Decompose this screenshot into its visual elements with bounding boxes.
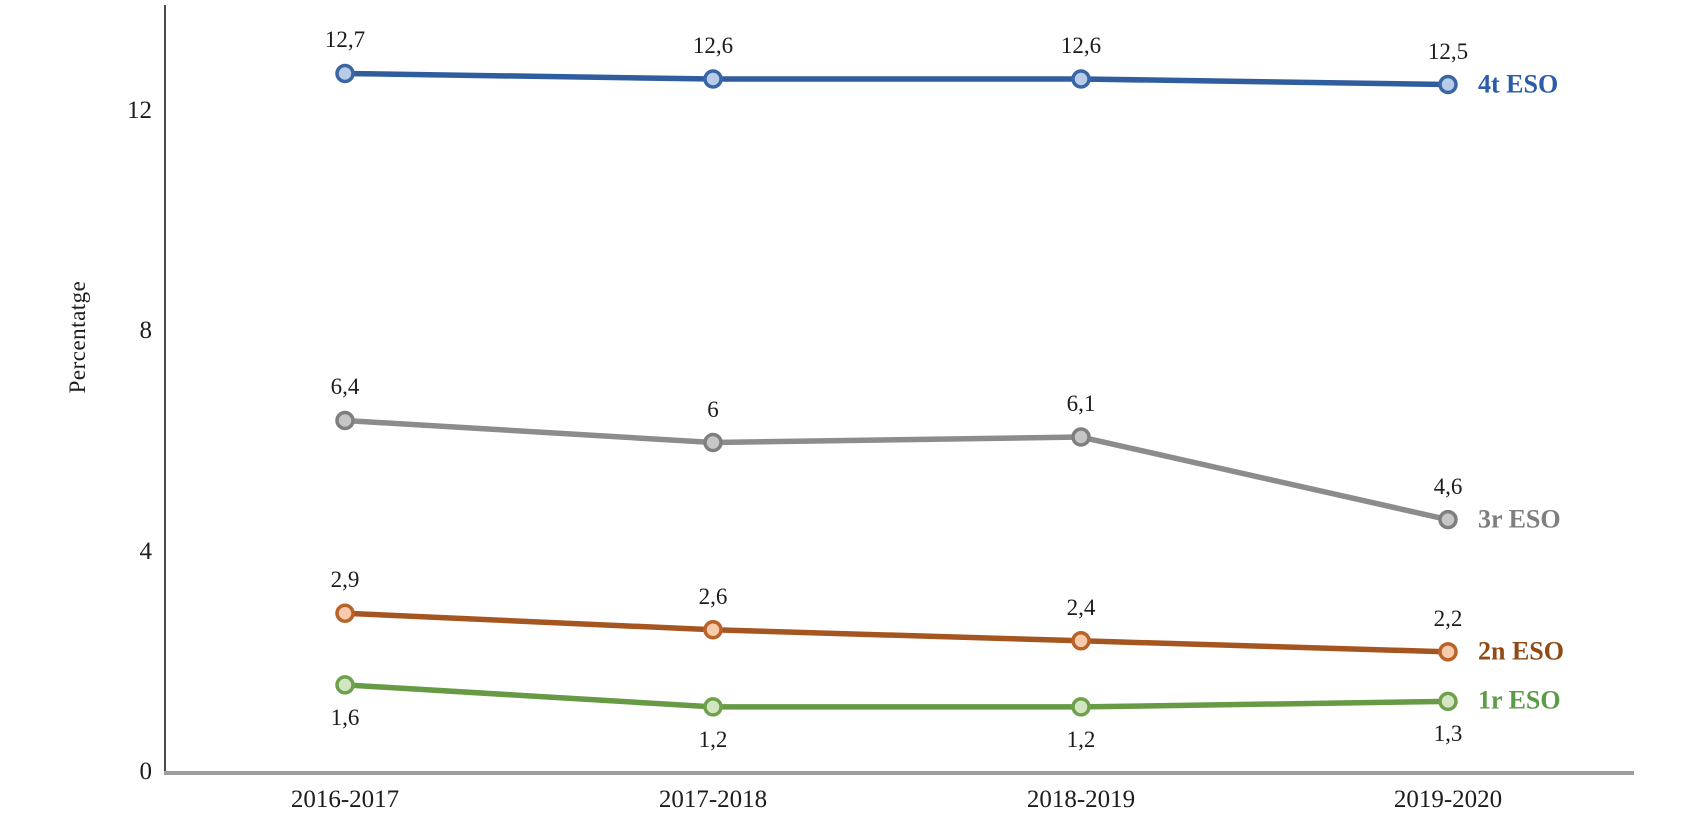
data-point-2n-eso-2016-2017 [335, 603, 355, 624]
y-tick-label-12: 12 [127, 96, 152, 124]
data-point-3r-eso-2019-2020 [1438, 509, 1458, 530]
y-tick-label-4: 4 [139, 537, 153, 565]
data-label-4t-eso-2019-2020: 12,5 [1427, 38, 1469, 64]
data-label-1r-eso-2018-2019: 1,2 [1066, 726, 1096, 752]
data-label-4t-eso-2017-2018: 12,6 [692, 32, 734, 58]
x-tick-label-2016-2017: 2016-2017 [290, 786, 400, 813]
data-point-3r-eso-2018-2019 [1071, 427, 1091, 447]
series-label-1r-eso: 1r ESO [1478, 685, 1561, 715]
data-label-1r-eso-2017-2018: 1,2 [698, 726, 728, 752]
data-label-3r-eso-2018-2019: 6,1 [1066, 391, 1096, 416]
x-axis-line [164, 771, 1634, 775]
x-tick-label-2017-2018: 2017-2018 [658, 786, 768, 813]
series-label-4t-eso: 4t ESO [1478, 68, 1559, 98]
data-label-2n-eso-2017-2018: 2,6 [698, 583, 728, 609]
series-line-2n-eso [342, 610, 1451, 655]
data-label-1r-eso-2016-2017: 1,6 [330, 704, 360, 730]
x-tick-label-2018-2019: 2018-2019 [1026, 786, 1136, 813]
data-label-2n-eso-2019-2020: 2,2 [1433, 605, 1463, 631]
series-line-4t-eso [342, 70, 1451, 88]
data-label-4t-eso-2018-2019: 12,6 [1060, 32, 1102, 58]
x-tick-label-2019-2020: 2019-2020 [1393, 786, 1503, 813]
data-point-3r-eso-2017-2018 [703, 432, 723, 453]
data-point-2n-eso-2017-2018 [703, 620, 723, 640]
data-point-3r-eso-2016-2017 [335, 410, 355, 431]
data-point-4t-eso-2016-2017 [335, 63, 355, 84]
y-tick-label-8: 8 [139, 317, 153, 345]
data-label-3r-eso-2019-2020: 4,6 [1433, 473, 1463, 499]
series-line-3r-eso [342, 417, 1451, 523]
series-label-2n-eso: 2n ESO [1478, 636, 1564, 666]
data-label-3r-eso-2016-2017: 6,4 [330, 374, 360, 400]
data-point-2n-eso-2019-2020 [1438, 642, 1458, 662]
data-label-3r-eso-2017-2018: 6 [707, 396, 719, 422]
y-tick-label-0: 0 [139, 757, 153, 785]
series-line-1r-eso [342, 682, 1451, 710]
data-point-1r-eso-2019-2020 [1438, 691, 1458, 712]
y-axis-line [164, 5, 166, 773]
data-point-4t-eso-2019-2020 [1438, 74, 1458, 95]
data-point-4t-eso-2018-2019 [1071, 69, 1091, 89]
data-label-1r-eso-2019-2020: 1,3 [1433, 721, 1463, 747]
data-label-2n-eso-2016-2017: 2,9 [330, 567, 360, 593]
data-point-1r-eso-2017-2018 [703, 697, 723, 717]
data-point-4t-eso-2017-2018 [703, 69, 723, 89]
data-label-4t-eso-2016-2017: 12,7 [324, 27, 366, 53]
data-point-2n-eso-2018-2019 [1071, 631, 1091, 651]
data-label-2n-eso-2018-2019: 2,4 [1066, 594, 1096, 620]
data-point-1r-eso-2018-2019 [1071, 697, 1091, 717]
data-point-1r-eso-2016-2017 [335, 675, 355, 695]
series-label-3r-eso: 3r ESO [1478, 504, 1561, 534]
